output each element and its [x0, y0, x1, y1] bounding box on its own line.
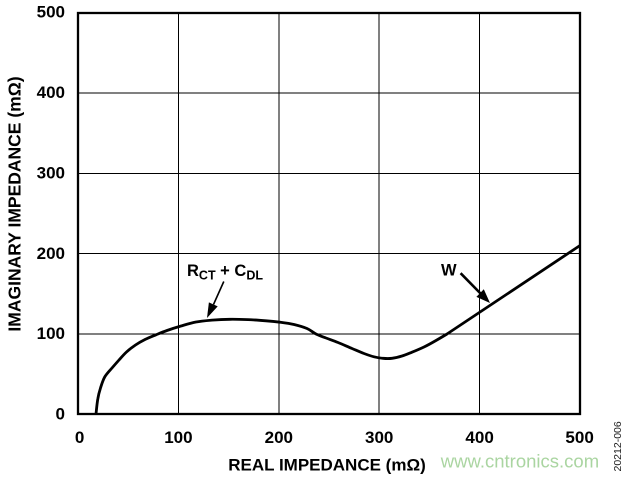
svg-text:500: 500	[37, 2, 65, 21]
svg-text:100: 100	[164, 428, 192, 447]
svg-text:REAL IMPEDANCE (mΩ): REAL IMPEDANCE (mΩ)	[228, 455, 426, 474]
svg-text:400: 400	[37, 83, 65, 102]
svg-text:300: 300	[365, 428, 393, 447]
svg-text:0: 0	[75, 428, 84, 447]
svg-text:300: 300	[37, 164, 65, 183]
svg-text:20212-006: 20212-006	[612, 421, 624, 471]
svg-text:IMAGINARY IMPEDANCE (mΩ): IMAGINARY IMPEDANCE (mΩ)	[5, 76, 25, 331]
svg-text:www.cntronics.com: www.cntronics.com	[440, 450, 599, 471]
svg-text:500: 500	[565, 428, 593, 447]
svg-text:100: 100	[37, 324, 65, 343]
svg-text:400: 400	[465, 428, 493, 447]
svg-text:200: 200	[37, 244, 65, 263]
svg-text:200: 200	[265, 428, 293, 447]
svg-text:0: 0	[56, 405, 65, 424]
svg-text:W: W	[441, 262, 457, 280]
